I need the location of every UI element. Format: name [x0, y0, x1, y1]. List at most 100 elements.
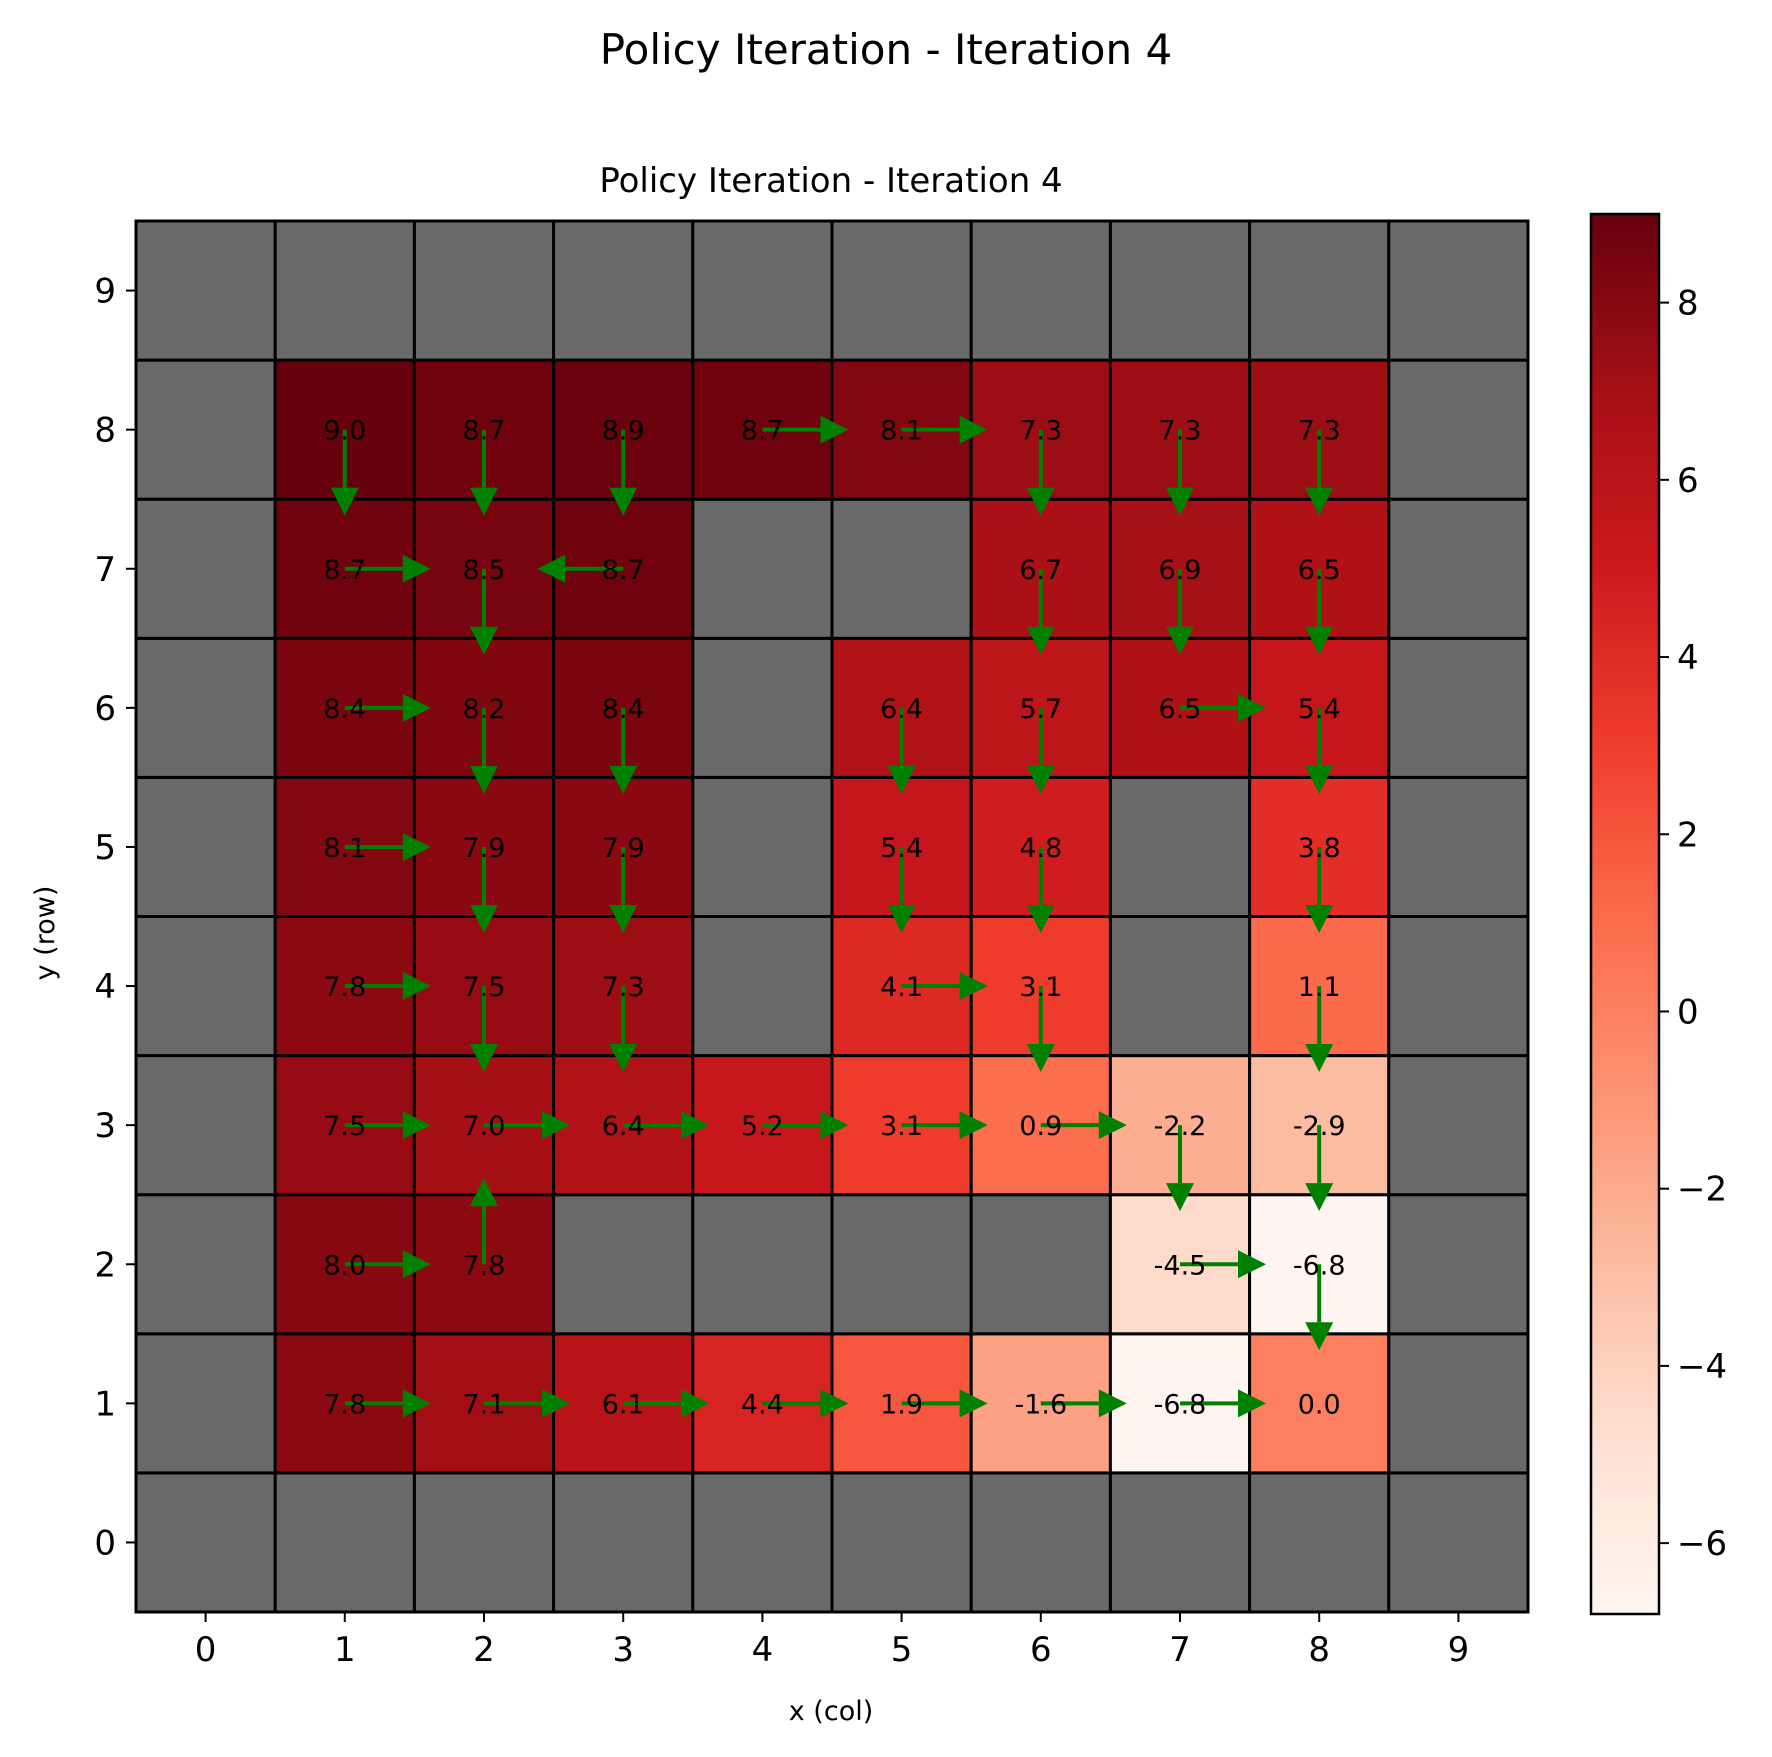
policy-arrow-right — [1180, 693, 1266, 722]
value-labels: 9.0 8.7 8.9 8.7 8.1 7.3 7.3 7.3 8.7 8.5 8.7 6.7 6.9 6… — [323, 416, 1345, 1421]
cell-value-label: 6.7 — [1019, 555, 1062, 586]
cell-value-label: 8.9 — [602, 416, 645, 447]
wall-cell — [134, 358, 277, 501]
wall-cell — [134, 1471, 277, 1614]
wall-cell — [134, 219, 277, 362]
wall-cell — [1108, 915, 1252, 1058]
policy-arrow-down — [1305, 1125, 1334, 1212]
plot-frame — [134, 219, 1530, 1614]
policy-arrow-right — [484, 1389, 570, 1418]
policy-arrow-right — [762, 1111, 849, 1140]
cell-value-label: 7.1 — [463, 1389, 506, 1420]
cell-value-label: 1.1 — [1298, 972, 1341, 1003]
y-tick-label: 9 — [94, 272, 116, 312]
policy-arrow-right — [623, 1111, 710, 1140]
policy-arrow-down — [1305, 707, 1334, 794]
policy-arrow-right — [1040, 1111, 1127, 1140]
x-tick-label: 5 — [891, 1630, 913, 1670]
wall-cell — [691, 1471, 834, 1614]
cell-value-label: 7.0 — [463, 1111, 506, 1142]
cell-value-label: 3.1 — [1019, 972, 1062, 1003]
wall-cell — [1387, 1054, 1530, 1197]
cell-value-label: 5.7 — [1019, 694, 1062, 725]
cell-value-label: 8.1 — [323, 833, 366, 864]
wall-cell — [552, 1193, 695, 1336]
colorbar-tick-label: 2 — [1677, 815, 1699, 855]
policy-arrow-down — [609, 986, 638, 1073]
cell-value-label: 7.3 — [1298, 416, 1341, 447]
wall-cell — [1387, 219, 1530, 362]
cell-value-label: 3.1 — [880, 1111, 923, 1142]
cell-value-label: 8.0 — [323, 1250, 366, 1281]
wall-cell — [1387, 636, 1530, 779]
cell-value-label: 5.4 — [880, 833, 923, 864]
colorbar-tick-label: 8 — [1677, 284, 1699, 324]
wall-cell — [552, 219, 695, 362]
policy-arrow-right — [901, 415, 988, 444]
cell-value-label: 7.3 — [1159, 416, 1202, 447]
policy-arrow-down — [470, 986, 498, 1073]
cell-value-label: 6.4 — [602, 1111, 645, 1142]
policy-arrow-right — [484, 1111, 570, 1140]
cell-value-label: 8.5 — [463, 555, 506, 586]
cell-value-label: 7.8 — [463, 1250, 506, 1281]
policy-arrow-down — [470, 429, 498, 516]
policy-arrow-right — [344, 554, 431, 583]
cell-value-label: 8.1 — [880, 416, 923, 447]
cell-value-label: -1.6 — [1014, 1389, 1067, 1420]
cell-value-label: -4.5 — [1154, 1250, 1207, 1281]
colorbar-tick-label: −4 — [1677, 1347, 1727, 1387]
y-tick-label: 0 — [94, 1523, 116, 1563]
y-tick-label: 5 — [94, 828, 116, 868]
cell-value-label: 7.3 — [1019, 416, 1062, 447]
policy-arrow-right — [762, 415, 849, 444]
policy-arrow-down — [470, 846, 498, 933]
wall-cell — [1387, 775, 1530, 919]
wall-cell — [1248, 219, 1391, 362]
x-tick-label: 2 — [473, 1630, 495, 1670]
cell-value-label: -6.8 — [1293, 1250, 1346, 1281]
cell-value-label: 0.0 — [1298, 1389, 1341, 1420]
wall-cell — [134, 775, 277, 919]
wall-cell — [830, 219, 973, 362]
policy-arrow-right — [623, 1389, 710, 1418]
policy-arrow-down — [1026, 707, 1055, 794]
x-tick-label: 9 — [1448, 1630, 1470, 1670]
cell-value-label: 8.4 — [602, 694, 645, 725]
x-axis-label: x (col) — [789, 1696, 874, 1727]
policy-arrow-down — [1026, 568, 1055, 655]
y-tick-label: 7 — [94, 550, 116, 590]
x-tick-label: 1 — [334, 1630, 356, 1670]
policy-arrow-right — [901, 972, 988, 1001]
policy-arrow-down — [470, 707, 498, 794]
y-axis-label: y (row) — [30, 886, 61, 981]
axes: 0 1 2 3 4 5 6 7 8 9 0 1 2 3 4 5 6 7 8 9 — [94, 219, 1530, 1670]
cell-value-label: 4.8 — [1019, 833, 1062, 864]
cell-value-label: 5.2 — [741, 1111, 784, 1142]
wall-cell — [1387, 497, 1530, 640]
wall-cell — [134, 1332, 277, 1475]
cell-value-label: 8.7 — [741, 416, 784, 447]
policy-arrow-right — [1180, 1250, 1266, 1279]
wall-cell — [1108, 219, 1252, 362]
cell-value-label: 7.3 — [602, 972, 645, 1003]
wall-cell — [1387, 1332, 1530, 1475]
x-tick-label: 3 — [612, 1630, 634, 1670]
policy-arrow-down — [1305, 429, 1334, 516]
policy-arrow-down — [1026, 846, 1055, 933]
wall-cell — [969, 1193, 1112, 1336]
colorbar-tick-label: 6 — [1677, 461, 1699, 501]
cell-value-label: 7.8 — [323, 1389, 366, 1420]
cell-value-label: 6.1 — [602, 1389, 645, 1420]
policy-arrow-down — [470, 568, 498, 655]
value-cell — [1248, 1332, 1391, 1475]
wall-cell — [1248, 1471, 1391, 1614]
wall-cell — [1108, 1471, 1252, 1614]
wall-cell — [691, 775, 834, 919]
wall-cell — [830, 497, 973, 640]
cell-value-label: 0.9 — [1019, 1111, 1062, 1142]
cell-value-label: 7.5 — [463, 972, 506, 1003]
cell-value-label: 7.9 — [602, 833, 645, 864]
wall-cell — [412, 1471, 556, 1614]
